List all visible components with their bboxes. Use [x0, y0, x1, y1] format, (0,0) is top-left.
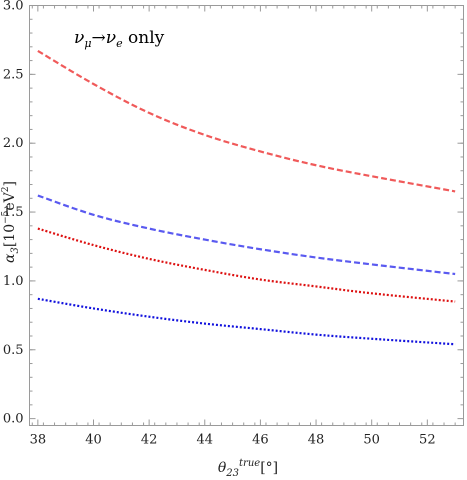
x-tick-label: 44 — [196, 433, 213, 448]
y-tick-label: 0.5 — [3, 343, 24, 358]
y-tick-label: 0.0 — [3, 412, 24, 427]
y-axis-title: α3[10−5eV2] — [1, 181, 21, 263]
y-tick-label: 2.5 — [3, 67, 24, 82]
y-tick-label: 3.0 — [3, 0, 24, 14]
series-line-4 — [37, 297, 456, 346]
x-axis-title: θ23true[°] — [218, 458, 278, 479]
x-tick-label: 42 — [141, 433, 158, 448]
y-tick-label: 2.0 — [3, 136, 24, 151]
series-line-2 — [37, 194, 456, 276]
annotation-label: νμ→νe only — [74, 28, 165, 50]
tick-layer: 38 40 42 44 46 48 50 52 0.0 0.5 1.0 1.5 2.0 2.5 3.0 — [3, 0, 464, 448]
x-tick-label: 50 — [363, 433, 380, 448]
series-layer — [37, 49, 456, 346]
x-tick-label: 52 — [419, 433, 436, 448]
x-tick-label: 48 — [308, 433, 325, 448]
y-tick-label: 1.5 — [3, 205, 24, 220]
x-tick-label: 38 — [30, 433, 47, 448]
plot-frame — [29, 5, 464, 426]
x-tick-label: 40 — [85, 433, 102, 448]
x-tick-label: 46 — [252, 433, 269, 448]
series-line-3 — [37, 227, 456, 303]
series-line-1 — [37, 49, 456, 193]
y-tick-label: 1.0 — [3, 274, 24, 289]
